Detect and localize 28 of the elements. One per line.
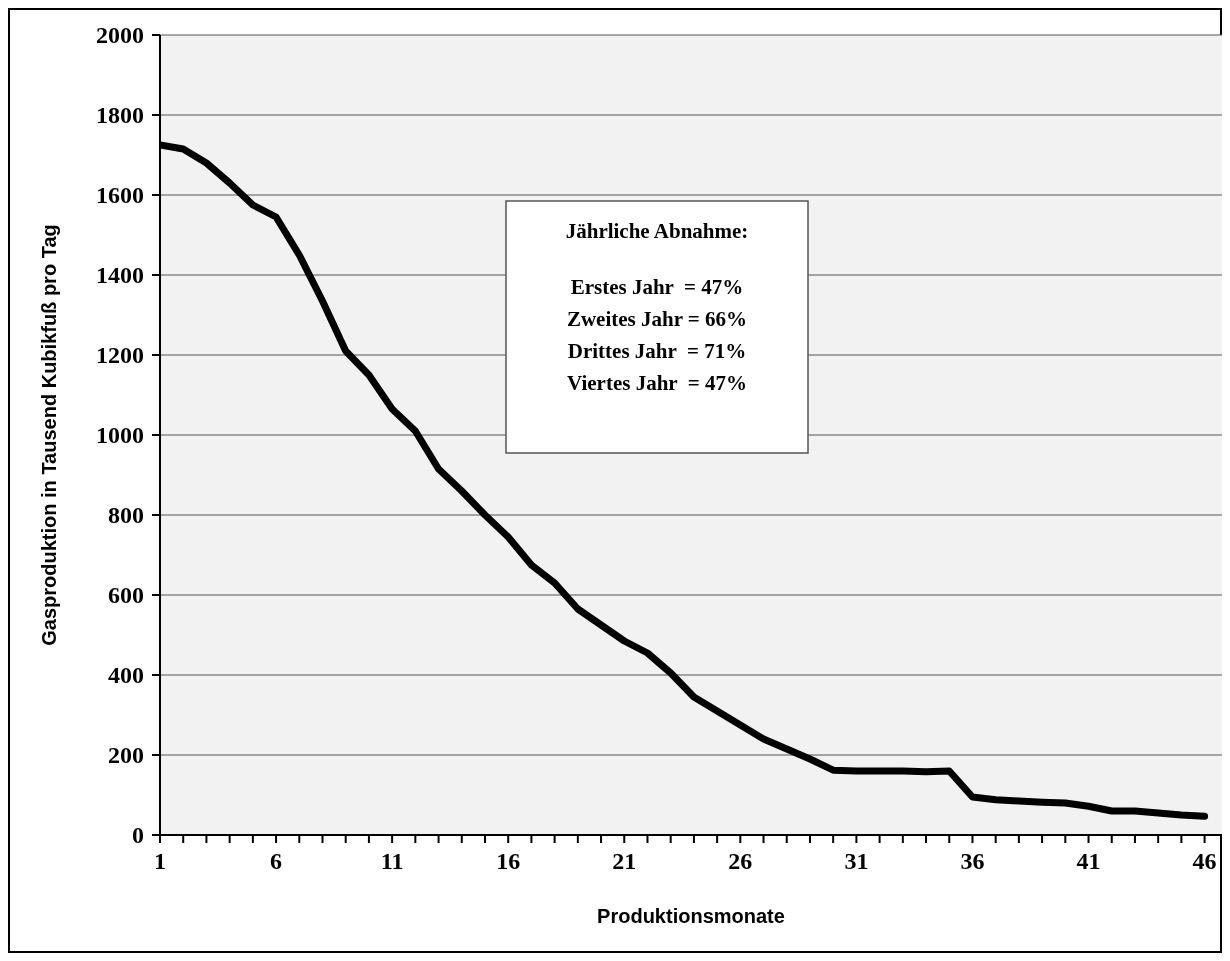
y-tick-label: 800 — [108, 502, 144, 529]
y-tick-label: 400 — [108, 662, 144, 689]
annotation: Zweites Jahr = 66% — [566, 307, 748, 331]
x-tick-label: 36 — [960, 848, 985, 874]
y-tick-label: 1800 — [96, 102, 144, 129]
annotation: Jährliche Abnahme: — [565, 219, 749, 243]
y-tick-label: 600 — [108, 582, 144, 609]
annotation: Drittes Jahr = 71% — [567, 339, 747, 363]
y-tick-label: 1200 — [96, 342, 144, 369]
y-tick-label: 200 — [108, 742, 144, 769]
x-tick-label: 46 — [1192, 848, 1217, 874]
annotation: Viertes Jahr = 47% — [567, 371, 747, 395]
y-tick-label: 1400 — [96, 262, 144, 289]
x-tick-label: 41 — [1076, 848, 1101, 874]
x-tick-label: 11 — [380, 848, 404, 874]
x-tick-label: 6 — [270, 848, 283, 874]
x-tick-label: 26 — [728, 848, 753, 874]
x-tick-label: 31 — [844, 848, 869, 874]
x-axis-title: Produktionsmonate — [597, 905, 785, 927]
y-tick-label: 1600 — [96, 182, 144, 209]
x-tick-label: 21 — [612, 848, 637, 874]
y-axis-title: Gasproduktion in Tausend Kubikfuß pro Tag — [38, 224, 60, 646]
x-tick-label: 1 — [154, 848, 166, 874]
annotation: Erstes Jahr = 47% — [570, 275, 744, 299]
y-tick-label: 2000 — [96, 22, 144, 49]
y-tick-label: 1000 — [96, 422, 144, 449]
x-tick-label: 16 — [496, 848, 521, 874]
y-tick-label: 0 — [132, 822, 144, 849]
